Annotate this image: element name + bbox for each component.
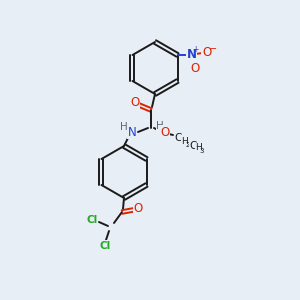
- Text: 2: 2: [186, 142, 190, 148]
- Text: C: C: [189, 141, 197, 151]
- Text: H: H: [156, 121, 164, 131]
- Text: C: C: [174, 133, 182, 143]
- Text: Cl: Cl: [86, 215, 98, 225]
- Text: 3: 3: [200, 148, 204, 154]
- Text: H: H: [120, 122, 128, 132]
- Text: O: O: [130, 95, 140, 109]
- Text: H: H: [196, 143, 202, 152]
- Text: N: N: [128, 125, 136, 139]
- Text: −: −: [209, 44, 217, 54]
- Text: +: +: [192, 46, 199, 55]
- Text: O: O: [190, 61, 199, 74]
- Text: N: N: [187, 47, 196, 61]
- Text: O: O: [202, 46, 211, 59]
- Text: Cl: Cl: [99, 241, 111, 251]
- Text: O: O: [160, 125, 169, 139]
- Text: H: H: [182, 137, 188, 146]
- Text: O: O: [134, 202, 142, 214]
